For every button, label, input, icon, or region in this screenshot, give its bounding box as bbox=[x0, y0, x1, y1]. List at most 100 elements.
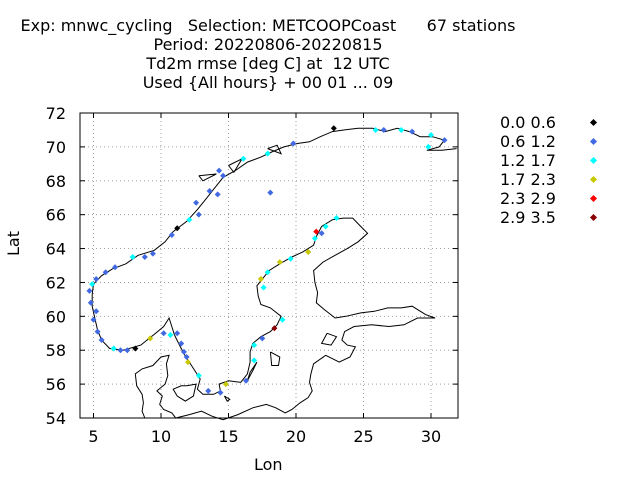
y-tick-label: 70 bbox=[46, 138, 66, 157]
station-point bbox=[264, 150, 271, 157]
station-point bbox=[260, 284, 267, 291]
plot-frame bbox=[79, 112, 459, 419]
station-point bbox=[124, 347, 131, 354]
coastline-segment bbox=[246, 361, 258, 381]
coastline-segment bbox=[134, 217, 436, 421]
coastline-segment bbox=[223, 395, 231, 402]
station-point bbox=[86, 287, 93, 294]
station-point bbox=[178, 340, 185, 347]
legend-label: 0.0 0.6 bbox=[500, 113, 556, 132]
x-tick-label: 10 bbox=[151, 427, 171, 446]
station-point bbox=[259, 335, 266, 342]
title-line-2: Period: 20220806-20220815 bbox=[153, 35, 383, 54]
legend: 0.0 0.6 0.6 1.2 1.2 1.7 1.7 2.3 2.3 2.9 … bbox=[500, 113, 620, 227]
station-point bbox=[380, 126, 387, 133]
station-point bbox=[322, 223, 329, 230]
x-tick-label: 30 bbox=[421, 427, 441, 446]
y-tick-label: 54 bbox=[46, 409, 66, 428]
station-point bbox=[330, 125, 337, 132]
y-axis-label: Lat bbox=[4, 231, 23, 256]
legend-marker bbox=[589, 213, 598, 222]
x-axis-label: Lon bbox=[254, 455, 283, 474]
station-point bbox=[240, 155, 247, 162]
station-point bbox=[186, 216, 193, 223]
title-line-1: Exp: mnwc_cycling Selection: METCOOPCoas… bbox=[20, 16, 516, 35]
station-point bbox=[217, 389, 224, 396]
station-point bbox=[271, 325, 278, 332]
legend-item: 2.9 3.5 bbox=[500, 208, 620, 227]
coastline-segment bbox=[320, 332, 338, 346]
station-point bbox=[168, 232, 175, 238]
station-markers bbox=[86, 125, 448, 396]
station-point bbox=[147, 335, 154, 342]
coastline-segment bbox=[172, 383, 197, 402]
station-point bbox=[441, 137, 448, 144]
coastline-segment bbox=[198, 173, 217, 182]
coastline-segment bbox=[269, 351, 281, 366]
station-point bbox=[243, 377, 250, 384]
legend-marker bbox=[589, 194, 598, 203]
legend-marker bbox=[589, 137, 598, 146]
station-point bbox=[318, 230, 325, 237]
title-line-3: Td2m rmse [deg C] at 12 UTC bbox=[146, 54, 390, 73]
station-point bbox=[425, 143, 432, 150]
legend-item: 0.6 1.2 bbox=[500, 132, 620, 151]
chart-title: Exp: mnwc_cycling Selection: METCOOPCoas… bbox=[0, 16, 536, 92]
station-point bbox=[257, 276, 264, 283]
station-point bbox=[90, 316, 97, 323]
station-point bbox=[251, 342, 258, 349]
station-point bbox=[102, 269, 109, 276]
station-point bbox=[398, 126, 405, 133]
y-tick-label: 60 bbox=[46, 307, 66, 326]
station-point bbox=[195, 372, 202, 379]
x-tick-label: 5 bbox=[88, 427, 98, 446]
station-point bbox=[222, 381, 229, 388]
station-point bbox=[87, 299, 94, 306]
station-point bbox=[193, 199, 200, 206]
y-tick-label: 64 bbox=[46, 240, 66, 259]
x-tick-label: 25 bbox=[353, 427, 373, 446]
legend-item: 0.0 0.6 bbox=[500, 113, 620, 132]
station-point bbox=[141, 254, 148, 261]
station-point bbox=[216, 167, 223, 174]
station-point bbox=[313, 228, 320, 235]
station-point bbox=[305, 248, 312, 255]
station-point bbox=[93, 276, 100, 283]
station-point bbox=[372, 126, 379, 133]
coastline-segment bbox=[228, 157, 244, 174]
station-point bbox=[112, 264, 119, 271]
legend-label: 1.2 1.7 bbox=[500, 151, 556, 170]
station-point bbox=[287, 255, 294, 262]
legend-marker bbox=[589, 175, 598, 184]
coastline-segment bbox=[91, 127, 457, 351]
station-point bbox=[290, 140, 297, 147]
station-point bbox=[160, 330, 167, 337]
station-point bbox=[214, 191, 221, 198]
station-point bbox=[333, 215, 340, 222]
axis-ticks: 5 10 15 20 25 30 54 56 58 60 62 64 66 68 70 72 bbox=[46, 104, 458, 446]
station-point bbox=[117, 347, 124, 354]
legend-label: 1.7 2.3 bbox=[500, 170, 556, 189]
station-point bbox=[195, 211, 202, 218]
station-point bbox=[180, 348, 187, 355]
y-tick-label: 68 bbox=[46, 172, 66, 191]
y-tick-label: 56 bbox=[46, 375, 66, 394]
station-point bbox=[93, 308, 100, 315]
coastline-segment bbox=[267, 144, 283, 155]
station-point bbox=[251, 357, 258, 364]
station-point bbox=[264, 269, 271, 276]
legend-marker bbox=[589, 118, 598, 127]
legend-label: 2.9 3.5 bbox=[500, 208, 556, 227]
station-point bbox=[205, 387, 212, 394]
legend-marker bbox=[589, 156, 598, 165]
station-point bbox=[428, 132, 434, 139]
legend-item: 1.7 2.3 bbox=[500, 170, 620, 189]
station-point bbox=[98, 337, 105, 344]
station-point bbox=[129, 254, 136, 261]
station-point bbox=[167, 331, 174, 338]
station-point bbox=[89, 281, 96, 288]
legend-item: 1.2 1.7 bbox=[500, 151, 620, 170]
station-point bbox=[110, 345, 117, 352]
legend-label: 2.3 2.9 bbox=[500, 189, 556, 208]
